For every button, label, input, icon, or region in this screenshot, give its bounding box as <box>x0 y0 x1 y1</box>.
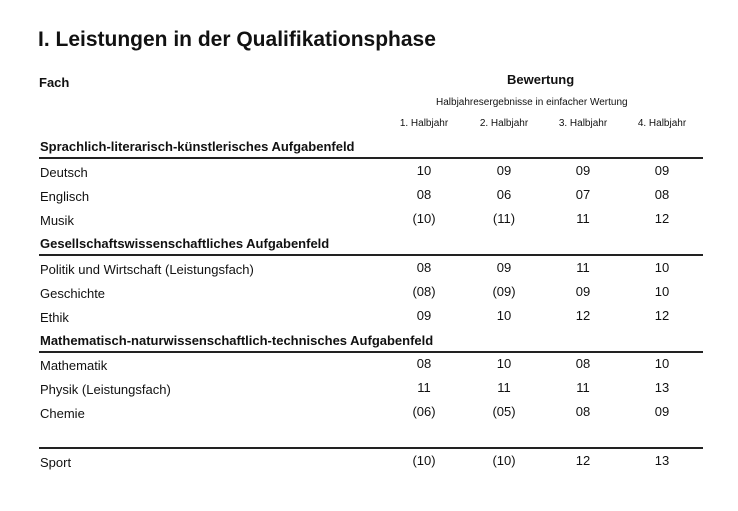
column-header-3: 3. Halbjahr <box>558 118 608 129</box>
grade-cell: 09 <box>654 163 670 178</box>
grade-cell: 10 <box>496 308 512 323</box>
subject-label: Deutsch <box>40 165 88 180</box>
section-heading: Mathematisch-naturwissenschaftlich-techn… <box>40 333 434 348</box>
grade-cell: 08 <box>416 187 432 202</box>
grade-cell: 09 <box>496 163 512 178</box>
page-title: I. Leistungen in der Qualifikationsphase <box>38 28 436 51</box>
grade-cell: 11 <box>417 380 431 395</box>
bewertung-header: Bewertung <box>507 72 575 87</box>
column-header-2: 2. Halbjahr <box>479 118 529 129</box>
grade-cell: (10) <box>412 211 436 226</box>
grade-cell: 11 <box>576 211 590 226</box>
subject-label: Mathematik <box>40 358 108 373</box>
grade-cell: 08 <box>416 260 432 275</box>
grade-cell: (06) <box>412 404 436 419</box>
grade-cell: 12 <box>575 453 591 468</box>
sport-label: Sport <box>40 455 72 470</box>
grade-cell: (10) <box>492 453 516 468</box>
grade-cell: 13 <box>654 380 670 395</box>
grade-cell: 12 <box>575 308 591 323</box>
grade-cell: 08 <box>575 404 591 419</box>
grade-cell: 10 <box>654 284 670 299</box>
grade-cell: 12 <box>654 211 670 226</box>
grade-cell: (10) <box>412 453 436 468</box>
grade-cell: 06 <box>496 187 512 202</box>
grade-cell: 09 <box>416 308 432 323</box>
grade-cell: 08 <box>654 187 670 202</box>
subject-label: Musik <box>40 213 74 228</box>
subject-label: Englisch <box>40 189 90 204</box>
section-heading: Gesellschaftswissenschaftliches Aufgaben… <box>40 236 330 251</box>
grade-cell: 12 <box>654 308 670 323</box>
bewertung-subtitle: Halbjahresergebnisse in einfacher Wertun… <box>436 97 628 108</box>
grade-cell: 08 <box>416 356 432 371</box>
grade-cell: (05) <box>492 404 516 419</box>
grade-cell: 11 <box>576 380 590 395</box>
grade-cell: (11) <box>492 211 516 226</box>
subject-label: Ethik <box>40 310 69 325</box>
grade-cell: 10 <box>416 163 432 178</box>
column-header-4: 4. Halbjahr <box>637 118 687 129</box>
grade-cell: 09 <box>575 284 591 299</box>
grade-cell: (08) <box>412 284 436 299</box>
subject-label: Physik (Leistungsfach) <box>40 382 171 397</box>
section-divider <box>39 351 703 353</box>
sport-divider <box>39 447 703 449</box>
grade-cell: 08 <box>575 356 591 371</box>
grade-cell: 10 <box>496 356 512 371</box>
grade-cell: 09 <box>575 163 591 178</box>
grade-cell: 09 <box>654 404 670 419</box>
grade-cell: 11 <box>576 260 590 275</box>
grade-cell: 10 <box>654 356 670 371</box>
subject-label: Geschichte <box>40 286 106 301</box>
grade-cell: 11 <box>497 380 511 395</box>
subject-label: Chemie <box>40 406 85 421</box>
column-header-1: 1. Halbjahr <box>399 118 449 129</box>
section-divider <box>39 157 703 159</box>
grade-cell: 09 <box>496 260 512 275</box>
grade-cell: 07 <box>575 187 591 202</box>
grade-cell: (09) <box>492 284 516 299</box>
fach-header: Fach <box>39 75 70 90</box>
subject-label: Politik und Wirtschaft (Leistungsfach) <box>40 262 254 277</box>
grade-cell: 10 <box>654 260 670 275</box>
section-divider <box>39 254 703 256</box>
section-heading: Sprachlich-literarisch-künstlerisches Au… <box>40 139 355 154</box>
grade-cell: 13 <box>654 453 670 468</box>
